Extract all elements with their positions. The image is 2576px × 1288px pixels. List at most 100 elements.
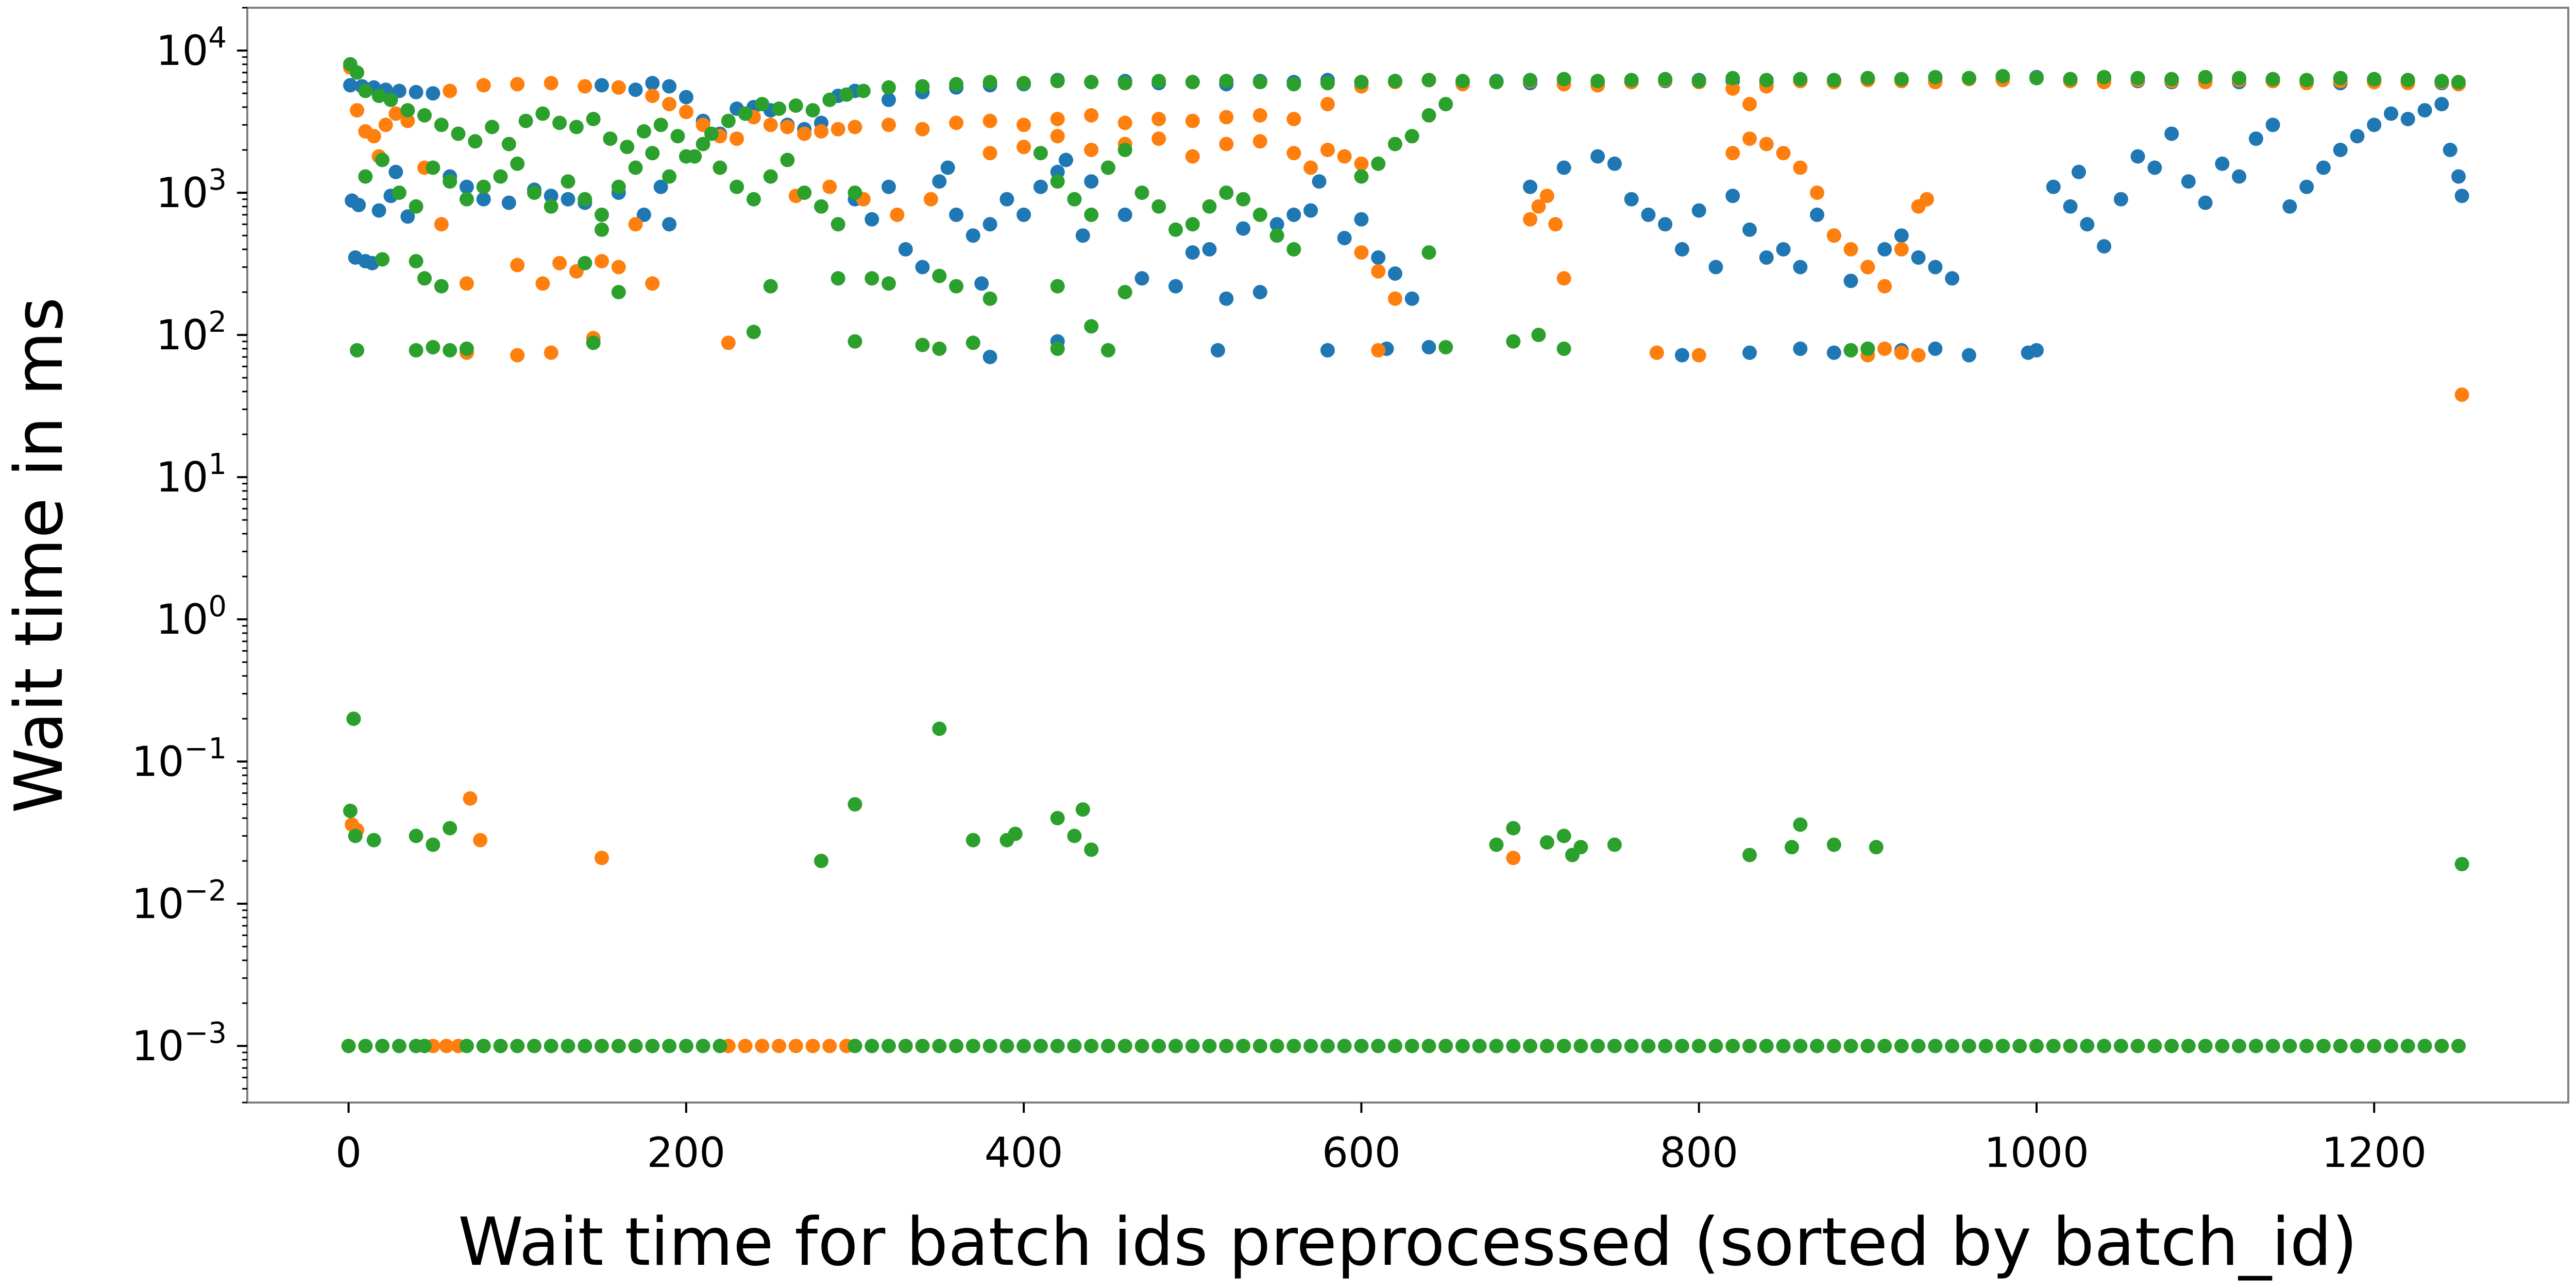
data-point [1151, 1039, 1166, 1054]
data-point [1151, 112, 1166, 126]
data-point [1590, 74, 1605, 89]
data-point [1624, 192, 1639, 207]
data-point [982, 291, 997, 306]
data-point [1016, 207, 1031, 222]
data-point [965, 1039, 980, 1054]
data-point [2400, 112, 2415, 126]
data-point [679, 149, 693, 164]
data-point [628, 82, 643, 97]
data-point [578, 1039, 592, 1054]
x-axis: 0 200 400 600 800 1000 1200 [335, 1103, 2427, 1177]
data-point [1168, 222, 1183, 237]
data-point [2063, 199, 2078, 214]
data-point [1286, 1039, 1301, 1054]
data-point [982, 1039, 997, 1054]
data-point [645, 146, 660, 161]
data-point [898, 242, 913, 257]
x-tick-label: 600 [1322, 1129, 1401, 1177]
x-tick-label: 1000 [1984, 1129, 2089, 1177]
data-point [366, 833, 381, 848]
data-point [1337, 231, 1352, 246]
data-point [1810, 1039, 1824, 1054]
data-point [409, 828, 423, 843]
data-point [392, 185, 406, 200]
data-point [1691, 74, 1706, 89]
data-point [2164, 1039, 2179, 1054]
data-point [1050, 174, 1065, 189]
data-point [371, 89, 386, 104]
data-point [890, 207, 905, 222]
data-point [1945, 1039, 1960, 1054]
data-point [510, 258, 525, 273]
data-point [2265, 117, 2280, 132]
data-point [982, 113, 997, 128]
data-point [2384, 1039, 2398, 1054]
data-point [1523, 212, 1537, 227]
data-point [1303, 160, 1318, 175]
data-point [1928, 341, 1943, 356]
data-point [1337, 149, 1352, 164]
data-point [2451, 1039, 2466, 1054]
data-point [1658, 72, 1673, 87]
data-point [1117, 115, 1132, 130]
data-point [763, 169, 778, 184]
data-point [1100, 343, 1115, 358]
data-point [1202, 1039, 1217, 1054]
data-point [371, 203, 386, 218]
data-point [1050, 279, 1065, 294]
data-point [974, 276, 989, 291]
data-point [662, 217, 677, 232]
data-point [1531, 199, 1546, 214]
data-point [527, 1039, 541, 1054]
data-point [510, 348, 525, 363]
data-point [2164, 72, 2179, 87]
data-point [1590, 1039, 1605, 1054]
data-point [2029, 71, 2044, 86]
data-point [1100, 1039, 1115, 1054]
data-point [1826, 73, 1841, 88]
data-point [388, 106, 403, 121]
data-point [2367, 117, 2382, 132]
data-point [1641, 207, 1656, 222]
plot-area-frame [246, 7, 2569, 1104]
data-point [696, 1039, 710, 1054]
data-point [2350, 129, 2365, 144]
data-point [417, 108, 432, 123]
data-point [409, 199, 423, 214]
data-point [595, 851, 609, 866]
data-point [1312, 174, 1327, 189]
data-point [965, 335, 980, 350]
data-point [1067, 192, 1082, 207]
data-point [417, 1039, 432, 1054]
data-point [426, 837, 440, 852]
data-point [1185, 217, 1200, 232]
data-point [426, 86, 440, 101]
data-point [746, 192, 761, 207]
data-point [2029, 343, 2044, 358]
data-point [738, 1039, 753, 1054]
data-point [645, 1039, 660, 1054]
data-point [1556, 160, 1571, 175]
data-point [848, 797, 862, 812]
data-point [1421, 73, 1436, 88]
data-point [1742, 97, 1757, 112]
data-point [1219, 74, 1234, 89]
data-point [2130, 71, 2145, 86]
data-point [493, 169, 508, 184]
data-point [1607, 837, 1622, 852]
data-point [932, 721, 947, 736]
data-point [358, 169, 373, 184]
data-point [1506, 334, 1521, 349]
data-point [1219, 110, 1234, 125]
data-point [2282, 1039, 2297, 1054]
data-point [1286, 112, 1301, 126]
data-point [1556, 271, 1571, 286]
data-point [1455, 1039, 1470, 1054]
data-point [1084, 174, 1099, 189]
data-point [1523, 1039, 1537, 1054]
data-point [1691, 348, 1706, 363]
data-point [409, 254, 423, 268]
data-point [1911, 1039, 1926, 1054]
data-point [1252, 75, 1267, 90]
data-point [2046, 179, 2061, 194]
